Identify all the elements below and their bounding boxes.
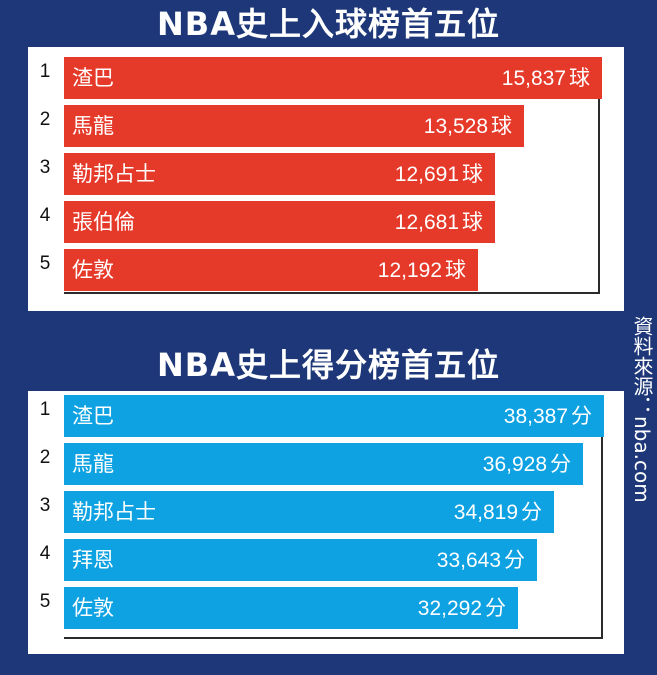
goals-bar: 馬龍 13,528 球 xyxy=(64,105,524,147)
goals-value-unit: 球 xyxy=(445,258,466,282)
goals-bar: 勒邦占士 12,691 球 xyxy=(64,153,495,195)
goals-rank-label: 5 xyxy=(39,253,51,274)
points-rank-label: 4 xyxy=(39,543,51,564)
goals-value-number: 15,837 xyxy=(501,67,566,90)
goals-y-axis xyxy=(598,59,600,294)
points-value-number: 34,819 xyxy=(453,501,518,524)
points-x-axis xyxy=(64,637,603,639)
points-value-unit: 分 xyxy=(504,548,525,572)
points-bar: 拜恩 33,643 分 xyxy=(64,539,537,581)
goals-value-unit: 球 xyxy=(569,66,590,90)
points-value-unit: 分 xyxy=(485,596,506,620)
goals-bar-value-label: 15,837 球 xyxy=(502,57,590,100)
points-bar-category-label: 拜恩 xyxy=(72,548,114,572)
points-bar-category-label: 渣巴 xyxy=(72,404,114,428)
goals-bar: 佐敦 12,192 球 xyxy=(64,249,478,291)
source-note: 資料來源：nba.com xyxy=(630,316,654,503)
goals-value-unit: 球 xyxy=(462,210,483,234)
points-chart-title: NBA史上得分榜首五位 xyxy=(157,346,500,384)
goals-bar-category-label: 張伯倫 xyxy=(72,210,135,234)
points-value-unit: 分 xyxy=(571,404,592,428)
points-value-unit: 分 xyxy=(521,500,542,524)
goals-bar-category-label: 佐敦 xyxy=(72,258,114,282)
points-value-number: 38,387 xyxy=(503,405,568,428)
points-chart-panel: 1 渣巴 38,387 分 2 馬龍 36,928 分 3 勒邦占士 34,819 分 4 拜恩 33,64… xyxy=(28,391,624,654)
points-bar: 佐敦 32,292 分 xyxy=(64,587,518,629)
points-value-number: 33,643 xyxy=(436,549,501,572)
points-bar-category-label: 佐敦 xyxy=(72,596,114,620)
goals-value-number: 12,681 xyxy=(394,211,459,234)
points-bar: 渣巴 38,387 分 xyxy=(64,395,604,437)
goals-bar-value-label: 12,192 球 xyxy=(378,249,466,292)
goals-bar: 渣巴 15,837 球 xyxy=(64,57,602,99)
points-bar-value-label: 36,928 分 xyxy=(483,443,571,486)
goals-value-number: 12,192 xyxy=(377,259,442,282)
goals-bar-category-label: 勒邦占士 xyxy=(72,162,156,186)
goals-x-axis xyxy=(64,292,600,294)
points-rank-label: 2 xyxy=(39,447,51,468)
points-rank-label: 1 xyxy=(39,399,51,420)
goals-chart-panel: 1 渣巴 15,837 球 2 馬龍 13,528 球 3 勒邦占士 12,691 球 4 張伯倫 12,6… xyxy=(28,47,624,311)
points-bar-value-label: 38,387 分 xyxy=(504,395,592,438)
points-value-number: 32,292 xyxy=(417,597,482,620)
points-y-axis xyxy=(601,395,603,639)
goals-bar-category-label: 馬龍 xyxy=(72,114,114,138)
goals-bar-value-label: 13,528 球 xyxy=(424,105,512,148)
points-value-unit: 分 xyxy=(550,452,571,476)
goals-bar: 張伯倫 12,681 球 xyxy=(64,201,495,243)
goals-rank-label: 2 xyxy=(39,109,51,130)
points-bar: 勒邦占士 34,819 分 xyxy=(64,491,554,533)
goals-value-number: 12,691 xyxy=(394,163,459,186)
points-value-number: 36,928 xyxy=(482,453,547,476)
points-bar-category-label: 勒邦占士 xyxy=(72,500,156,524)
goals-value-unit: 球 xyxy=(462,162,483,186)
points-rank-label: 3 xyxy=(39,495,51,516)
points-bar-value-label: 34,819 分 xyxy=(454,491,542,534)
goals-bar-value-label: 12,691 球 xyxy=(395,153,483,196)
goals-bar-value-label: 12,681 球 xyxy=(395,201,483,244)
points-bar-value-label: 32,292 分 xyxy=(418,587,506,630)
goals-rank-label: 3 xyxy=(39,157,51,178)
points-bar: 馬龍 36,928 分 xyxy=(64,443,583,485)
goals-chart-title: NBA史上入球榜首五位 xyxy=(157,5,500,43)
goals-value-unit: 球 xyxy=(491,114,512,138)
goals-value-number: 13,528 xyxy=(423,115,488,138)
points-rank-label: 5 xyxy=(39,591,51,612)
goals-rank-label: 1 xyxy=(39,61,51,82)
points-bar-category-label: 馬龍 xyxy=(72,452,114,476)
goals-rank-label: 4 xyxy=(39,205,51,226)
goals-bar-category-label: 渣巴 xyxy=(72,66,114,90)
points-bar-value-label: 33,643 分 xyxy=(437,539,525,582)
